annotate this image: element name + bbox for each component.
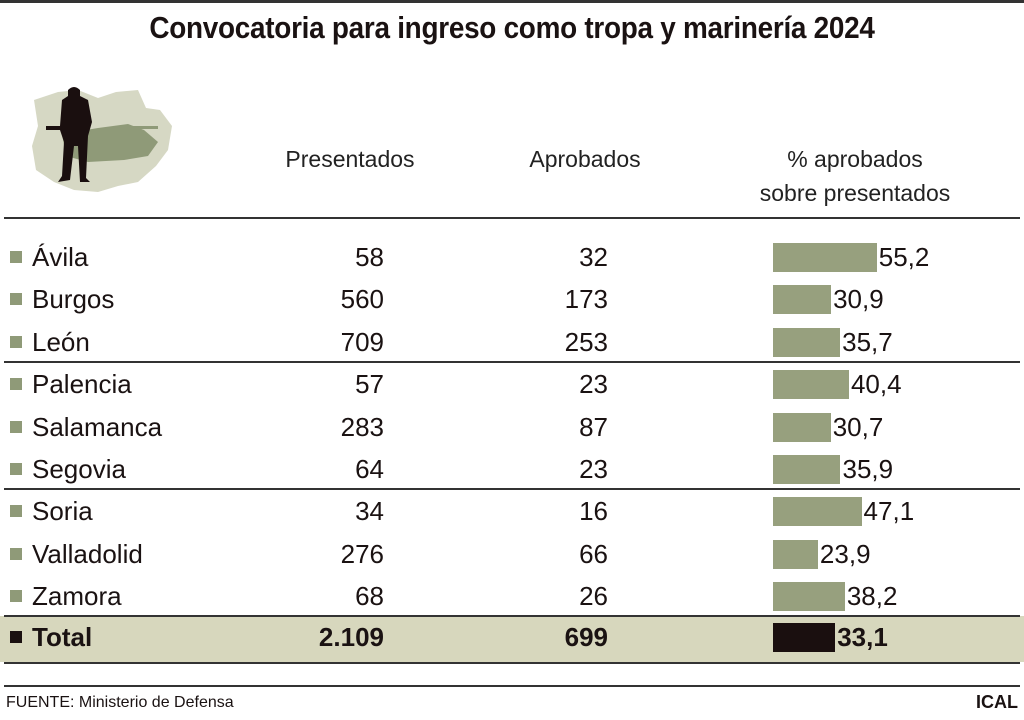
aprobados-value: 23 bbox=[579, 454, 608, 484]
presentados-value: 58 bbox=[355, 242, 384, 272]
pct-bar bbox=[773, 370, 849, 400]
presentados-value: 57 bbox=[355, 369, 384, 400]
table-row: Segovia 64 23 35,9 bbox=[0, 448, 1024, 490]
presentados-value: 2.109 bbox=[318, 622, 384, 652]
source-note: FUENTE: Ministerio de Defensa bbox=[6, 694, 234, 711]
pct-label: 30,7 bbox=[832, 411, 884, 442]
pct-label: 23,9 bbox=[819, 538, 871, 569]
chart-title: Convocatoria para ingreso como tropa y m… bbox=[149, 10, 875, 45]
pct-label: 38,2 bbox=[846, 581, 898, 612]
pct-bar bbox=[773, 285, 832, 315]
presentados-value: 64 bbox=[355, 454, 384, 484]
divider bbox=[4, 662, 1020, 664]
aprobados-value: 16 bbox=[579, 496, 608, 527]
table-row: Zamora 68 26 38,2 bbox=[0, 575, 1024, 617]
header-aprobados: Aprobados bbox=[529, 146, 641, 172]
row-marker bbox=[10, 547, 22, 560]
presentados-value: 709 bbox=[340, 326, 384, 357]
table-row: Ávila 58 32 55,2 bbox=[0, 236, 1024, 278]
aprobados-value: 253 bbox=[564, 326, 608, 357]
presentados-value: 560 bbox=[340, 284, 384, 315]
soldier-map-illustration bbox=[32, 87, 172, 192]
row-label: Burgos bbox=[32, 284, 115, 315]
row-marker bbox=[10, 590, 22, 603]
aprobados-value: 173 bbox=[564, 284, 608, 315]
row-label: Palencia bbox=[32, 369, 132, 400]
row-label: Salamanca bbox=[32, 411, 163, 442]
divider bbox=[4, 685, 1020, 687]
row-label: Total bbox=[32, 622, 93, 652]
row-label: Segovia bbox=[32, 454, 126, 484]
row-label: Valladolid bbox=[32, 538, 143, 569]
aprobados-value: 26 bbox=[579, 581, 608, 612]
top-rule bbox=[0, 0, 1024, 3]
table-row: León 709 253 35,7 bbox=[0, 321, 1024, 363]
pct-label: 33,1 bbox=[837, 622, 888, 652]
divider bbox=[4, 361, 1020, 363]
aprobados-value: 87 bbox=[579, 411, 608, 442]
presentados-value: 34 bbox=[355, 496, 384, 527]
pct-bar bbox=[773, 497, 862, 527]
presentados-value: 68 bbox=[355, 581, 384, 612]
pct-bar bbox=[773, 539, 818, 569]
row-marker bbox=[10, 293, 22, 306]
aprobados-value: 66 bbox=[579, 538, 608, 569]
row-marker bbox=[10, 335, 22, 348]
pct-bar bbox=[773, 455, 841, 484]
aprobados-value: 699 bbox=[564, 622, 608, 652]
pct-label: 47,1 bbox=[863, 496, 915, 527]
aprobados-value: 23 bbox=[579, 369, 608, 400]
pct-label: 35,7 bbox=[842, 326, 893, 357]
pct-label: 35,9 bbox=[842, 454, 894, 484]
table-row: Soria 34 16 47,1 bbox=[0, 490, 1024, 532]
pct-bar bbox=[773, 327, 841, 357]
row-label: Ávila bbox=[32, 242, 89, 272]
pct-bar bbox=[773, 582, 845, 612]
row-label: León bbox=[32, 326, 90, 357]
header-pct-line1: % aprobados bbox=[787, 146, 923, 172]
divider bbox=[4, 615, 1020, 617]
table-row: Valladolid 276 66 23,9 bbox=[0, 533, 1024, 575]
header-presentados: Presentados bbox=[285, 146, 415, 172]
table-row: Burgos 560 173 30,9 bbox=[0, 278, 1024, 320]
presentados-value: 276 bbox=[340, 538, 384, 569]
presentados-value: 283 bbox=[340, 411, 384, 442]
row-marker bbox=[10, 378, 22, 391]
row-marker bbox=[10, 631, 22, 643]
brand-logo: ICAL bbox=[976, 692, 1018, 712]
row-marker bbox=[10, 251, 22, 263]
pct-label: 40,4 bbox=[850, 369, 902, 400]
row-marker bbox=[10, 420, 22, 433]
pct-bar bbox=[773, 412, 831, 442]
row-marker bbox=[10, 505, 22, 518]
row-marker bbox=[10, 463, 22, 475]
row-label: Zamora bbox=[32, 581, 122, 612]
divider bbox=[4, 217, 1020, 219]
pct-bar bbox=[773, 243, 877, 272]
row-label: Soria bbox=[32, 496, 93, 527]
total-row: Total 2.109 699 33,1 bbox=[0, 616, 1024, 662]
divider bbox=[4, 488, 1020, 490]
pct-label: 30,9 bbox=[833, 284, 884, 315]
table-row: Salamanca 283 87 30,7 bbox=[0, 406, 1024, 448]
pct-bar bbox=[773, 623, 836, 652]
pct-label: 55,2 bbox=[878, 242, 930, 272]
header-pct-line2: sobre presentados bbox=[759, 180, 951, 206]
table-row: Palencia 57 23 40,4 bbox=[0, 363, 1024, 405]
aprobados-value: 32 bbox=[579, 242, 608, 272]
